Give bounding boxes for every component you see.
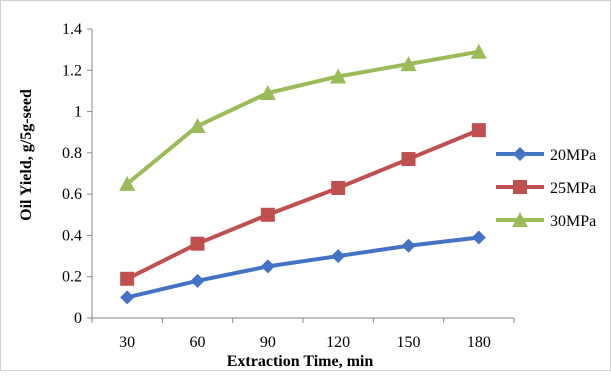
data-point [401,152,416,167]
data-point [190,236,205,251]
data-point [330,68,347,84]
series-group [119,43,487,305]
series-line [126,235,480,300]
x-axis-title: Extraction Time, min [227,353,374,370]
data-point [331,249,346,264]
x-tick-label: 30 [119,334,135,351]
legend-item: 30MPa [496,212,596,230]
legend-marker [513,147,527,161]
legend-item: 25MPa [496,180,596,197]
legend-label: 30MPa [550,213,596,230]
data-point [119,175,136,191]
data-point [260,207,275,222]
y-tick-label: 0 [74,310,82,327]
y-tick-label: 0.4 [62,227,82,244]
data-point [471,230,486,245]
legend-marker [512,212,528,227]
axes: 0 0.2 0.4 0.6 0.8 1 1.2 1.4 30 60 90 120 150 180 [62,21,515,351]
legend: 20MPa 25MPa 30MPa [496,147,596,230]
data-point [190,273,205,288]
legend-label: 25MPa [550,180,596,197]
series-25MPa [120,123,486,286]
data-point [401,238,416,253]
y-tick-label: 0.8 [62,145,82,162]
data-point [260,259,275,274]
data-point [470,43,487,59]
data-point [120,271,135,286]
data-point [189,118,206,134]
x-tick-label: 150 [397,334,421,351]
data-point [120,290,135,305]
x-tick-label: 90 [260,334,276,351]
y-tick-label: 1 [74,104,82,121]
x-tick-label: 180 [467,334,491,351]
series-30MPa [119,43,487,191]
legend-label: 20MPa [550,147,596,164]
y-tick-label: 0.2 [62,269,82,286]
data-point [259,84,276,100]
data-point [331,180,346,195]
x-tick-label: 120 [326,334,350,351]
series-20MPa [120,230,486,305]
y-axis-title: Oil Yield, g/5g-seed [18,89,35,221]
series-line [125,49,480,186]
y-tick-label: 0.6 [62,186,82,203]
data-point [471,123,486,138]
data-point [400,56,417,72]
y-tick-label: 1.2 [62,62,82,79]
legend-marker [513,180,527,194]
x-tick-label: 60 [190,334,206,351]
series-line [126,128,480,281]
legend-item: 20MPa [496,147,596,164]
y-tick-label: 1.4 [62,21,82,38]
